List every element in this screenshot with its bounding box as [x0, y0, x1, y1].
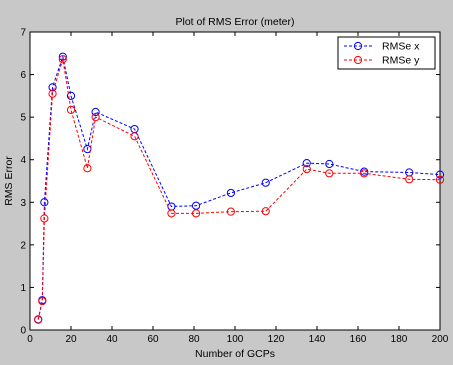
- y-tick-label: 2: [20, 240, 26, 251]
- y-tick-label: 7: [20, 28, 26, 39]
- data-point-rmse-x: [435, 170, 445, 179]
- data-point-rmse-x: [302, 159, 311, 168]
- data-point-rmse-y: [38, 296, 47, 306]
- data-point-rmse-y: [91, 113, 100, 122]
- data-point-rmse-y: [302, 164, 311, 174]
- x-tick-label: 200: [432, 334, 449, 345]
- legend: RMSe x RMSe y: [337, 36, 436, 70]
- y-tick-label: 6: [20, 70, 26, 81]
- y-tick-label: 1: [20, 283, 26, 294]
- data-point-rmse-y: [48, 89, 57, 98]
- x-tick-label: 140: [309, 334, 326, 345]
- legend-marker-rmse-y: [353, 55, 363, 65]
- data-point-rmse-y: [58, 55, 67, 64]
- y-tick-label: 3: [20, 198, 26, 209]
- data-point-rmse-x: [261, 178, 270, 187]
- data-point-rmse-y: [40, 214, 49, 223]
- data-point-rmse-x: [325, 159, 334, 169]
- x-tick-label: 120: [268, 334, 285, 345]
- x-tick-label: 40: [106, 334, 118, 345]
- series-line-rmse-y: [37, 59, 441, 320]
- data-point-rmse-x: [66, 91, 76, 100]
- legend-marker-rmse-x: [353, 41, 363, 51]
- data-point-rmse-x: [226, 188, 235, 198]
- x-axis-label: Number of GCPs: [195, 348, 275, 360]
- axis-ticks: 0 20 40 60 80 100 120 140 160 180 200 0 1 2 3 4 5 6 7: [20, 28, 448, 346]
- legend-box: [337, 36, 436, 70]
- x-tick-label: 80: [188, 334, 200, 345]
- plot-area: [29, 31, 441, 331]
- y-tick-label: 0: [20, 326, 26, 337]
- data-point-rmse-y: [167, 209, 176, 218]
- data-point-rmse-y: [226, 207, 235, 216]
- x-tick-label: 60: [147, 334, 159, 345]
- x-tick-label: 100: [227, 334, 244, 345]
- data-point-rmse-y: [261, 207, 270, 216]
- series-layer: [34, 52, 445, 324]
- chart-title: Plot of RMS Error (meter): [175, 16, 294, 28]
- x-tick-label: 160: [350, 334, 367, 345]
- data-point-rmse-y: [325, 169, 334, 178]
- y-tick-label: 5: [20, 113, 26, 124]
- data-point-rmse-y: [130, 132, 139, 141]
- y-tick-label: 4: [20, 155, 26, 166]
- data-point-rmse-y: [435, 175, 445, 184]
- data-point-rmse-x: [83, 144, 92, 154]
- x-tick-label: 180: [391, 334, 408, 345]
- x-tick-label: 0: [27, 334, 33, 345]
- data-point-rmse-x: [40, 198, 49, 207]
- data-point-rmse-y: [360, 169, 369, 178]
- legend-label-rmse-y: RMSe y: [382, 55, 420, 67]
- data-point-rmse-y: [83, 164, 92, 173]
- data-point-rmse-x: [91, 107, 100, 117]
- x-tick-label: 20: [65, 334, 77, 345]
- legend-label-rmse-x: RMSe x: [382, 41, 420, 53]
- data-point-rmse-y: [191, 209, 201, 218]
- data-point-rmse-y: [405, 175, 414, 184]
- data-point-rmse-x: [48, 83, 57, 92]
- data-point-rmse-y: [34, 315, 43, 324]
- data-point-rmse-y: [66, 105, 76, 115]
- y-axis-label: RMS Error: [3, 156, 15, 206]
